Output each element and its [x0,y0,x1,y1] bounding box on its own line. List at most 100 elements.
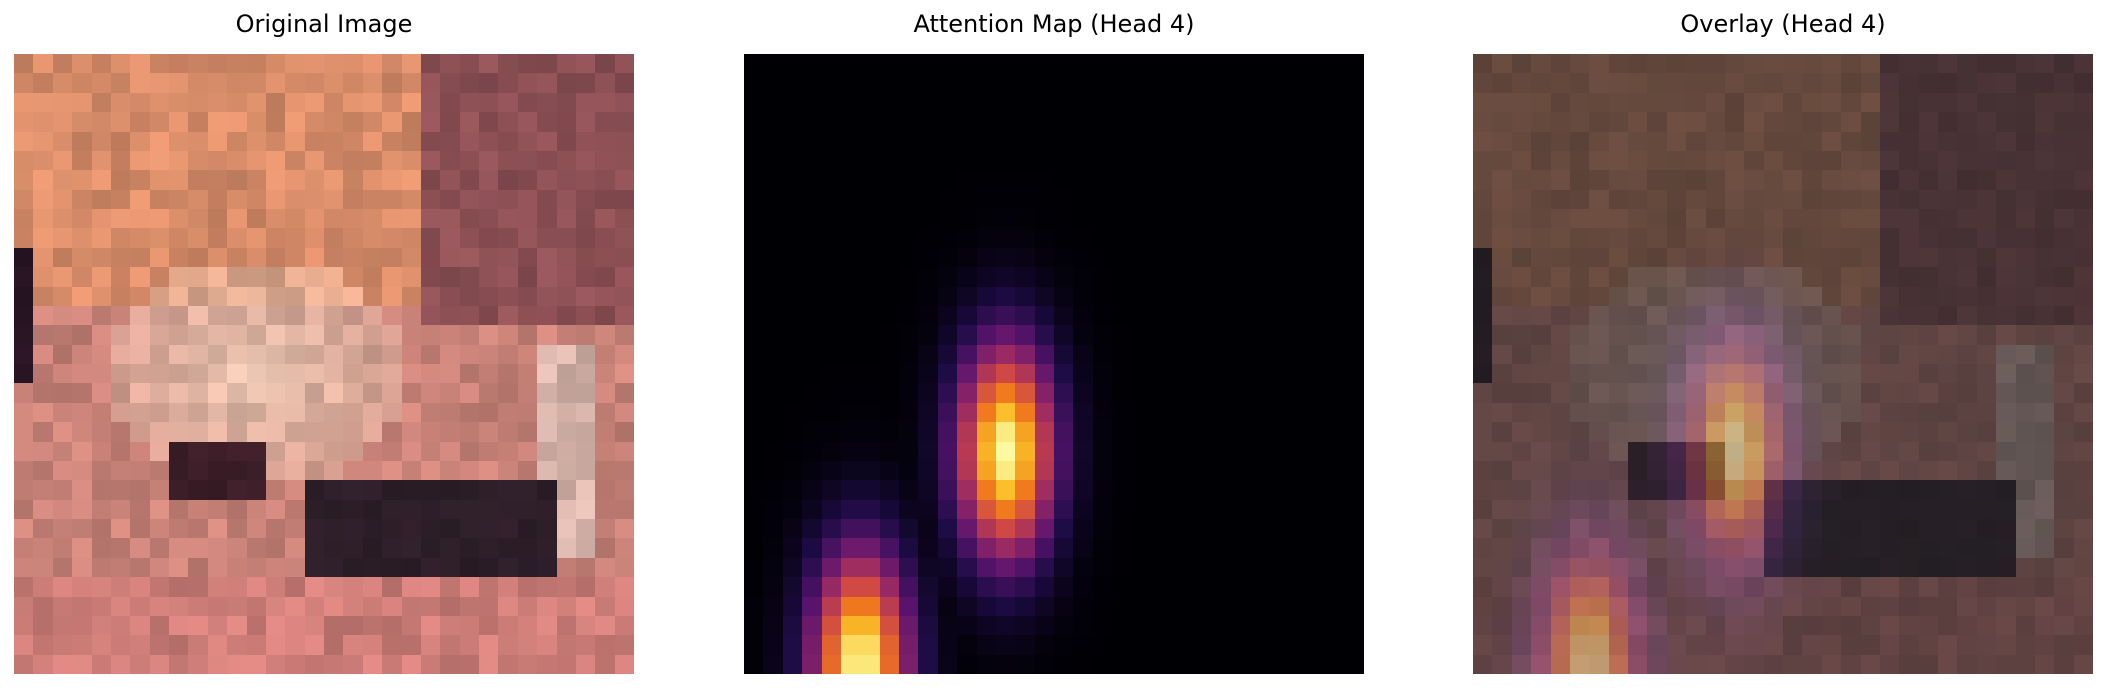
attention-pixel [1344,344,1364,364]
attention-pixel [995,92,1016,113]
attention-pixel [879,209,899,229]
original-pixel [91,402,111,423]
attention-pixel [1189,364,1209,384]
overlay-pixel [2073,557,2093,578]
attention-pixel [1170,247,1190,268]
overlay-pixel [1821,635,1842,655]
overlay-pixel [1666,150,1687,171]
overlay-pixel [1724,325,1745,345]
overlay-pixel [1821,209,1842,229]
attention-pixel [879,460,899,481]
attention-pixel [763,480,783,500]
overlay-pixel [1996,402,2016,423]
overlay-pixel [1686,499,1706,519]
overlay-pixel [2054,364,2074,384]
overlay-pixel [1976,150,1997,171]
overlay-pixel [1763,480,1783,500]
original-pixel [343,635,363,655]
attention-pixel [976,305,996,326]
overlay-pixel [2073,402,2093,423]
attention-pixel [763,441,783,461]
original-pixel [130,538,150,558]
original-pixel [479,54,499,74]
overlay-pixel [1918,54,1938,74]
overlay-pixel [1569,131,1590,151]
overlay-pixel [1783,422,1803,442]
overlay-pixel [1608,460,1628,481]
overlay-pixel [1569,344,1590,364]
attention-pixel [1131,305,1151,326]
attention-pixel [744,402,764,423]
original-pixel [575,615,596,636]
original-pixel [537,112,557,132]
original-pixel [130,422,150,442]
attention-pixel [744,596,764,616]
overlay-pixel [1899,577,1919,597]
original-pixel [246,189,266,209]
original-pixel [265,54,286,74]
attention-pixel [918,92,938,113]
original-pixel [52,150,73,171]
attention-pixel [1054,402,1074,423]
original-pixel [227,557,247,578]
original-pixel [227,441,247,461]
overlay-pixel [1705,150,1725,171]
overlay-pixel [1841,170,1861,190]
attention-pixel [1344,402,1364,423]
attention-pixel [1228,150,1248,171]
attention-pixel [1344,247,1364,268]
overlay-pixel [1938,499,1958,519]
overlay-pixel [1841,519,1861,539]
original-pixel [595,402,615,423]
attention-pixel [744,228,764,248]
original-pixel [517,654,538,674]
attention-pixel [1034,577,1054,597]
original-pixel [72,654,92,674]
original-pixel [72,54,92,74]
attention-pixel [763,364,783,384]
overlay-pixel [1492,596,1512,616]
attention-pixel [821,635,841,655]
attention-pixel [821,519,841,539]
overlay-pixel [1589,635,1609,655]
overlay-pixel [1996,577,2016,597]
attention-pixel [744,460,764,481]
overlay-pixel [1724,422,1745,442]
attention-pixel [821,305,841,326]
overlay-pixel [1899,654,1919,674]
attention-pixel [995,519,1016,539]
overlay-pixel [1473,267,1493,287]
attention-pixel [1247,286,1268,306]
attention-pixel [899,150,919,171]
overlay-pixel [1879,364,1900,384]
overlay-pixel [1666,519,1687,539]
overlay-pixel [1763,286,1783,306]
overlay-pixel [1511,596,1532,616]
original-pixel [246,422,266,442]
original-pixel [343,383,363,403]
overlay-pixel [1666,499,1687,519]
attention-pixel [782,228,803,248]
overlay-pixel [2034,150,2055,171]
overlay-pixel [1763,364,1783,384]
attention-pixel [1034,170,1054,190]
overlay-pixel [1996,73,2016,93]
original-pixel [324,422,344,442]
original-pixel [246,73,266,93]
overlay-pixel [1899,615,1919,636]
attention-pixel [1209,538,1229,558]
overlay-pixel [1628,54,1648,74]
original-pixel [343,480,363,500]
original-pixel [556,228,576,248]
original-pixel [265,615,286,636]
overlay-pixel [1608,364,1628,384]
original-pixel [14,344,34,364]
overlay-pixel [1724,615,1745,636]
attention-pixel [899,344,919,364]
attention-pixel [1344,441,1364,461]
original-pixel [324,635,344,655]
attention-pixel [1267,654,1287,674]
overlay-pixel [1763,441,1783,461]
original-pixel [246,209,266,229]
attention-pixel [1267,538,1287,558]
